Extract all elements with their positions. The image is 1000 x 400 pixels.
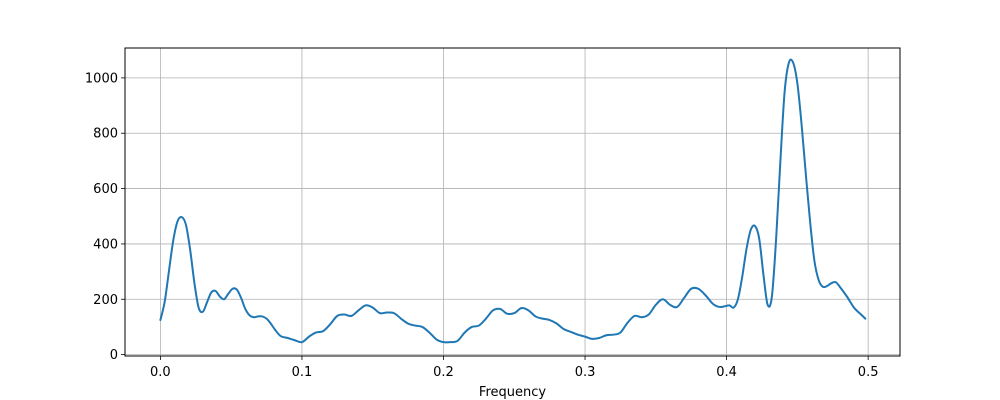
x-tick-label: 0.3 xyxy=(575,365,596,380)
plot-frame xyxy=(124,47,901,357)
grid-lines xyxy=(125,48,900,356)
x-tick-label: 0.4 xyxy=(716,365,737,380)
x-axis-ticks: 0.0 0.1 0.2 0.3 0.4 0.5 xyxy=(150,356,878,380)
y-tick-label: 400 xyxy=(93,237,118,252)
series-layer xyxy=(159,58,867,344)
x-tick-label: 0.1 xyxy=(292,365,313,380)
series-line-spectrum xyxy=(159,58,867,344)
x-tick-label: 0.2 xyxy=(433,365,454,380)
x-axis-label: Frequency xyxy=(479,385,546,400)
y-tick-label: 1000 xyxy=(85,71,118,86)
y-tick-label: 0 xyxy=(110,348,118,363)
x-tick-label: 0.5 xyxy=(858,365,879,380)
x-tick-label: 0.0 xyxy=(150,365,171,380)
y-tick-label: 600 xyxy=(93,182,118,197)
y-axis-ticks: 0 200 400 600 800 1000 xyxy=(85,71,125,363)
y-tick-label: 800 xyxy=(93,127,118,142)
y-tick-label: 200 xyxy=(93,293,118,308)
